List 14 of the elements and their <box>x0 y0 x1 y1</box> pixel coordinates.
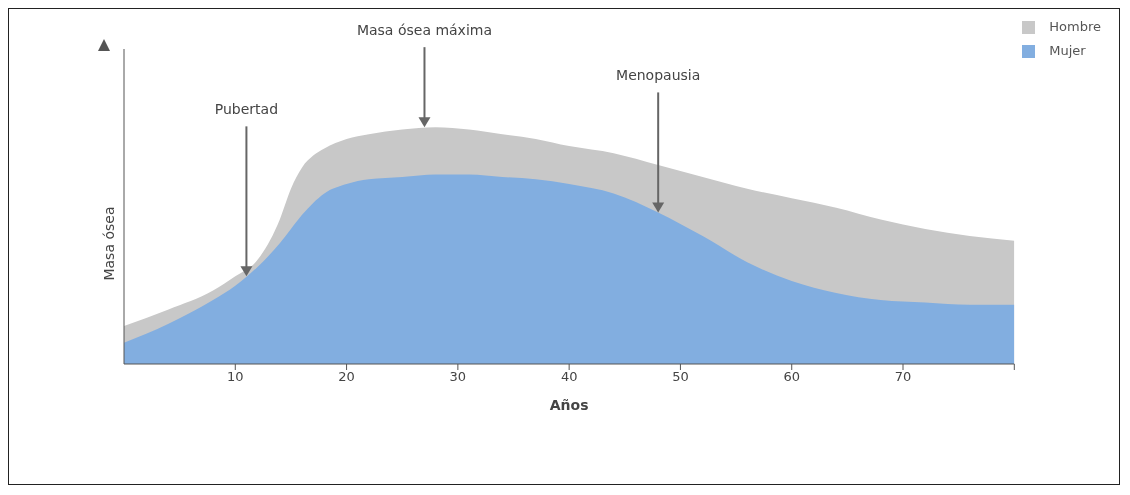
x-tick-label: 50 <box>672 369 689 385</box>
x-tick-label: 40 <box>560 369 578 385</box>
x-tick-label: 60 <box>783 369 800 385</box>
x-tick-label: 30 <box>449 369 467 385</box>
x-tick-label: 70 <box>894 369 912 385</box>
legend-label: Hombre <box>1049 19 1101 34</box>
y-axis-title: Masa ósea <box>100 206 117 281</box>
x-tick-label: 20 <box>338 369 355 385</box>
legend-label: Mujer <box>1049 43 1086 58</box>
annotation: Menopausia <box>616 67 701 84</box>
x-tick-label: 10 <box>227 369 244 385</box>
annotation: Pubertad <box>214 101 279 118</box>
x-axis-title: Años <box>549 397 589 413</box>
annotation: Masa ósea máxima <box>356 22 493 39</box>
